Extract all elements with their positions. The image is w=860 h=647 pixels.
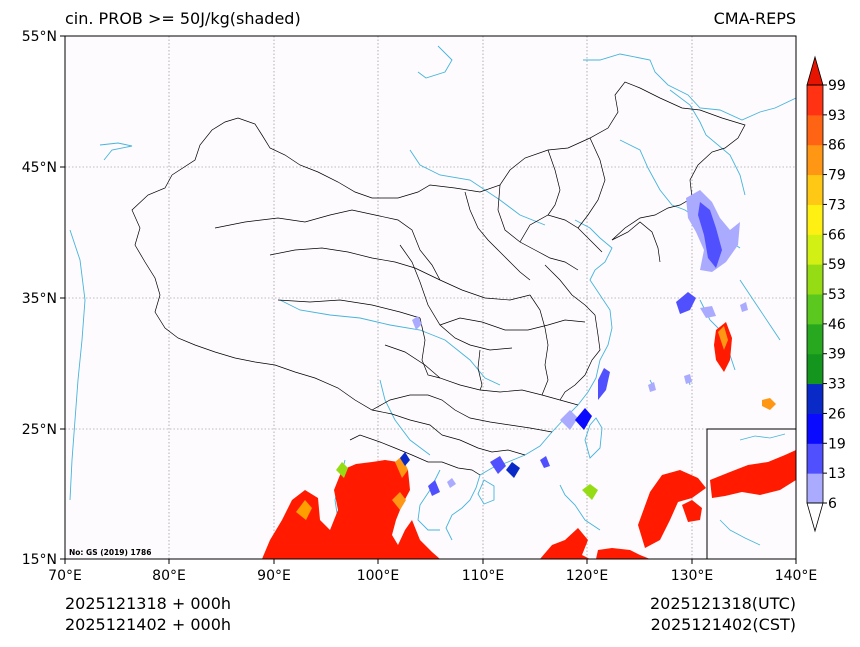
- probability-shading: [262, 190, 776, 559]
- colorbar-level-label: 39: [828, 347, 846, 363]
- colorbar-segment: [807, 323, 823, 355]
- colorbar-segment: [807, 144, 823, 176]
- graticule: [65, 36, 796, 559]
- latitude-axis: 55°N 45°N 35°N 25°N 15°N: [22, 29, 65, 568]
- valid-time-cst: 2025121402(CST): [650, 615, 796, 634]
- south-china-sea-inset: [706, 428, 796, 559]
- colorbar-segment: [807, 174, 823, 205]
- colorbar: 6 13 19 26 33 39 46 53 59 66 73 79 86 93 99: [806, 55, 846, 533]
- colorbar-level-label: 19: [828, 436, 846, 452]
- colorbar-segment: [807, 204, 823, 235]
- colorbar-level-label: 93: [828, 108, 846, 124]
- colorbar-segment: [807, 234, 823, 265]
- colorbar-level-label: 13: [828, 466, 846, 482]
- colorbar-level-label: 6: [828, 496, 837, 512]
- colorbar-segment: [807, 264, 823, 295]
- colorbar-level-label: 26: [828, 406, 846, 422]
- colorbar-segment: [807, 413, 823, 444]
- colorbar-max-extension: [806, 55, 824, 86]
- colorbar-level-label: 33: [828, 377, 846, 393]
- lon-tick-label: 110°E: [462, 568, 505, 584]
- colorbar-level-label: 66: [828, 227, 846, 243]
- colorbar-level-label: 53: [828, 287, 846, 303]
- init-time-line-1: 2025121318 + 000h: [65, 594, 232, 613]
- lon-tick-label: 90°E: [257, 568, 291, 584]
- lon-tick-label: 70°E: [48, 568, 82, 584]
- lon-tick-label: 140°E: [775, 568, 818, 584]
- colorbar-segment: [807, 85, 823, 116]
- colorbar-level-label: 73: [828, 197, 846, 213]
- colorbar-level-label: 46: [828, 317, 846, 333]
- lat-tick-label: 15°N: [22, 552, 57, 568]
- lat-tick-label: 25°N: [22, 422, 57, 438]
- colorbar-segment: [807, 443, 823, 474]
- colorbar-segment: [807, 294, 823, 325]
- colorbar-level-label: 79: [828, 168, 846, 184]
- lat-tick-label: 55°N: [22, 29, 57, 45]
- colorbar-segment: [807, 383, 823, 414]
- admin-borders: [131, 81, 746, 476]
- lon-tick-label: 120°E: [566, 568, 609, 584]
- colorbar-segment: [807, 473, 823, 504]
- lon-tick-label: 130°E: [671, 568, 714, 584]
- lon-tick-label: 100°E: [357, 568, 400, 584]
- init-time-line-2: 2025121402 + 000h: [65, 615, 232, 634]
- longitude-axis: 70°E 80°E 90°E 100°E 110°E 120°E 130°E 1…: [48, 559, 817, 584]
- map-title: cin. PROB >= 50J/kg(shaded): [65, 9, 301, 28]
- colorbar-min-extension: [806, 502, 824, 533]
- lat-tick-label: 35°N: [22, 291, 57, 307]
- colorbar-level-label: 59: [828, 257, 846, 273]
- model-name: CMA-REPS: [713, 9, 796, 28]
- map-review-number: No: GS (2019) 1786: [69, 548, 151, 557]
- colorbar-segment: [807, 114, 823, 146]
- lon-tick-label: 80°E: [152, 568, 186, 584]
- colorbar-segment: [807, 353, 823, 385]
- colorbar-level-label: 99: [828, 78, 846, 94]
- lat-tick-label: 45°N: [22, 160, 57, 176]
- valid-time-utc: 2025121318(UTC): [650, 594, 796, 613]
- colorbar-level-label: 86: [828, 138, 846, 154]
